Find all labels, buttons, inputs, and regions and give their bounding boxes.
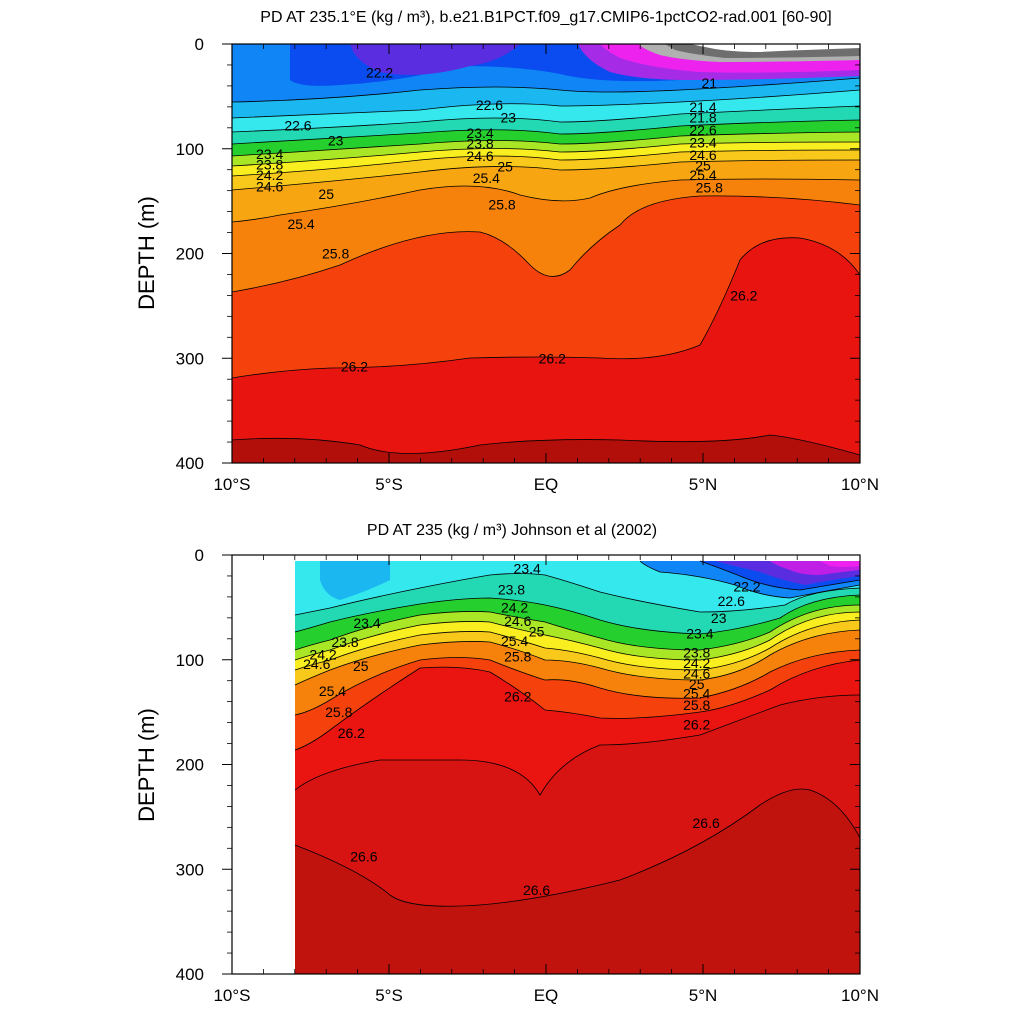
bottom-contour-label: 24.2 — [501, 599, 528, 615]
bottom-contour-label: 24.2 — [309, 647, 336, 663]
bottom-contour-label: 25.4 — [501, 633, 528, 649]
top-contour-label: 25.4 — [287, 216, 314, 232]
bottom-y-tick-label: 100 — [176, 651, 204, 670]
bottom-x-tick-label: EQ — [534, 986, 559, 1005]
bottom-band-20.2 — [820, 561, 860, 567]
bottom-contour-label: 23.8 — [498, 582, 525, 598]
bottom-y-axis-label: DEPTH (m) — [134, 708, 159, 822]
top-x-tick-label: 10°N — [841, 475, 879, 494]
bottom-contour-label: 25 — [353, 658, 369, 674]
top-band-21.0 — [350, 44, 520, 75]
top-contour-label: 22.2 — [366, 64, 393, 80]
top-contour-label: 21.4 — [689, 99, 716, 115]
top-contour-label: 23 — [328, 132, 344, 148]
bottom-panel: PD AT 235 (kg / m³) Johnson et al (2002) — [134, 522, 879, 1005]
bottom-contour-fill — [294, 560, 860, 974]
top-contour-label: 21 — [701, 75, 717, 91]
bottom-contour-label: 26.2 — [504, 688, 531, 704]
top-axes: 10°S 5°S EQ 5°N 10°N 0 100 200 300 400 — [176, 35, 879, 494]
bottom-contour-labels: 23.423.824.224.62525.425.826.223.423.824… — [303, 561, 761, 899]
bottom-contour-label: 25.8 — [504, 649, 531, 665]
bottom-band-22.2 — [320, 561, 390, 600]
top-contour-label: 24.6 — [256, 178, 283, 194]
top-contour-label: 23.4 — [689, 134, 716, 150]
bottom-x-tick-label: 10°N — [841, 986, 879, 1005]
top-contour-label: 26.2 — [730, 287, 757, 303]
bottom-y-tick-label: 300 — [176, 860, 204, 879]
top-x-tick-label: EQ — [534, 475, 559, 494]
top-contour-label: 22.6 — [689, 122, 716, 138]
top-contour-label: 25.4 — [473, 170, 500, 186]
top-contour-label: 25 — [695, 158, 711, 174]
bottom-contour-label: 23.4 — [686, 626, 713, 642]
bottom-contour-lines — [294, 560, 860, 907]
top-y-axis-label: DEPTH (m) — [134, 196, 159, 310]
top-contour-fill — [232, 44, 860, 463]
bottom-contour-label: 24.2 — [683, 655, 710, 671]
top-contour-label: 26.2 — [341, 359, 368, 375]
top-y-tick-label: 300 — [176, 349, 204, 368]
top-contour-label: 26.2 — [539, 350, 566, 366]
bottom-contour-label: 25.8 — [683, 697, 710, 713]
top-contour-label: 25.4 — [689, 167, 716, 183]
top-y-tick-label: 400 — [176, 454, 204, 473]
top-no-data-region — [690, 44, 860, 52]
bottom-contour-label: 25.4 — [683, 685, 710, 701]
bottom-contour-label: 23.8 — [683, 644, 710, 660]
bottom-contour-label: 26.2 — [683, 717, 710, 733]
bottom-chart-title: PD AT 235 (kg / m³) Johnson et al (2002) — [367, 522, 657, 539]
top-contour-label: 22.6 — [284, 118, 311, 134]
top-contour-label: 21.8 — [689, 109, 716, 125]
bottom-x-tick-label: 10°S — [213, 986, 250, 1005]
bottom-contour-label: 23 — [711, 610, 727, 626]
bottom-x-tick-label: 5°N — [689, 986, 718, 1005]
top-contour-label: 23.4 — [466, 125, 493, 141]
bottom-contour-label: 22.2 — [733, 578, 760, 594]
top-contour-label: 22.6 — [476, 97, 503, 113]
top-x-tick-label: 5°S — [375, 475, 403, 494]
top-y-tick-label: 0 — [195, 35, 204, 54]
bottom-y-tick-label: 400 — [176, 965, 204, 984]
bottom-contour-label: 23.4 — [353, 615, 380, 631]
top-contour-lines — [232, 77, 860, 456]
bottom-contour-label: 23.8 — [331, 634, 358, 650]
top-y-tick-label: 100 — [176, 140, 204, 159]
bottom-contour-label: 24.6 — [683, 665, 710, 681]
top-contour-label: 23 — [501, 109, 517, 125]
top-panel: PD AT 235.1°E (kg / m³), b.e21.B1PCT.f09… — [134, 9, 879, 494]
top-contour-label: 23.4 — [256, 146, 283, 162]
bottom-x-tick-label: 5°S — [375, 986, 403, 1005]
bottom-contour-label: 26.6 — [693, 815, 720, 831]
top-x-tick-label: 5°N — [689, 475, 718, 494]
bottom-contour-label: 22.6 — [718, 593, 745, 609]
top-contour-label: 25 — [497, 159, 513, 175]
bottom-contour-label: 25.4 — [319, 683, 346, 699]
top-contour-label: 24.6 — [689, 147, 716, 163]
top-contour-label: 25 — [318, 186, 334, 202]
top-x-tick-label: 10°S — [213, 475, 250, 494]
top-contour-label: 23.8 — [466, 136, 493, 152]
bottom-contour-label: 25.8 — [325, 704, 352, 720]
top-y-tick-label: 200 — [176, 245, 204, 264]
bottom-contour-label: 26.6 — [350, 849, 377, 865]
bottom-contour-label: 26.2 — [338, 725, 365, 741]
bottom-contour-label: 26.6 — [523, 882, 550, 898]
top-chart-title: PD AT 235.1°E (kg / m³), b.e21.B1PCT.f09… — [260, 9, 831, 26]
bottom-y-tick-label: 0 — [195, 546, 204, 565]
bottom-contour-label: 24.6 — [504, 613, 531, 629]
top-contour-label: 24.2 — [256, 167, 283, 183]
bottom-contour-label: 23.4 — [514, 561, 541, 577]
bottom-axes: 10°S 5°S EQ 5°N 10°N 0 100 200 300 400 — [176, 546, 879, 1005]
bottom-contour-label: 25 — [529, 623, 545, 639]
top-contour-label: 25.8 — [322, 246, 349, 262]
top-contour-label: 24.6 — [466, 148, 493, 164]
bottom-contour-label: 25 — [689, 676, 705, 692]
bottom-contour-label: 24.6 — [303, 656, 330, 672]
bottom-y-tick-label: 200 — [176, 756, 204, 775]
top-contour-label: 25.8 — [696, 180, 723, 196]
top-contour-label: 25.8 — [488, 196, 515, 212]
top-contour-label: 23.8 — [256, 156, 283, 172]
